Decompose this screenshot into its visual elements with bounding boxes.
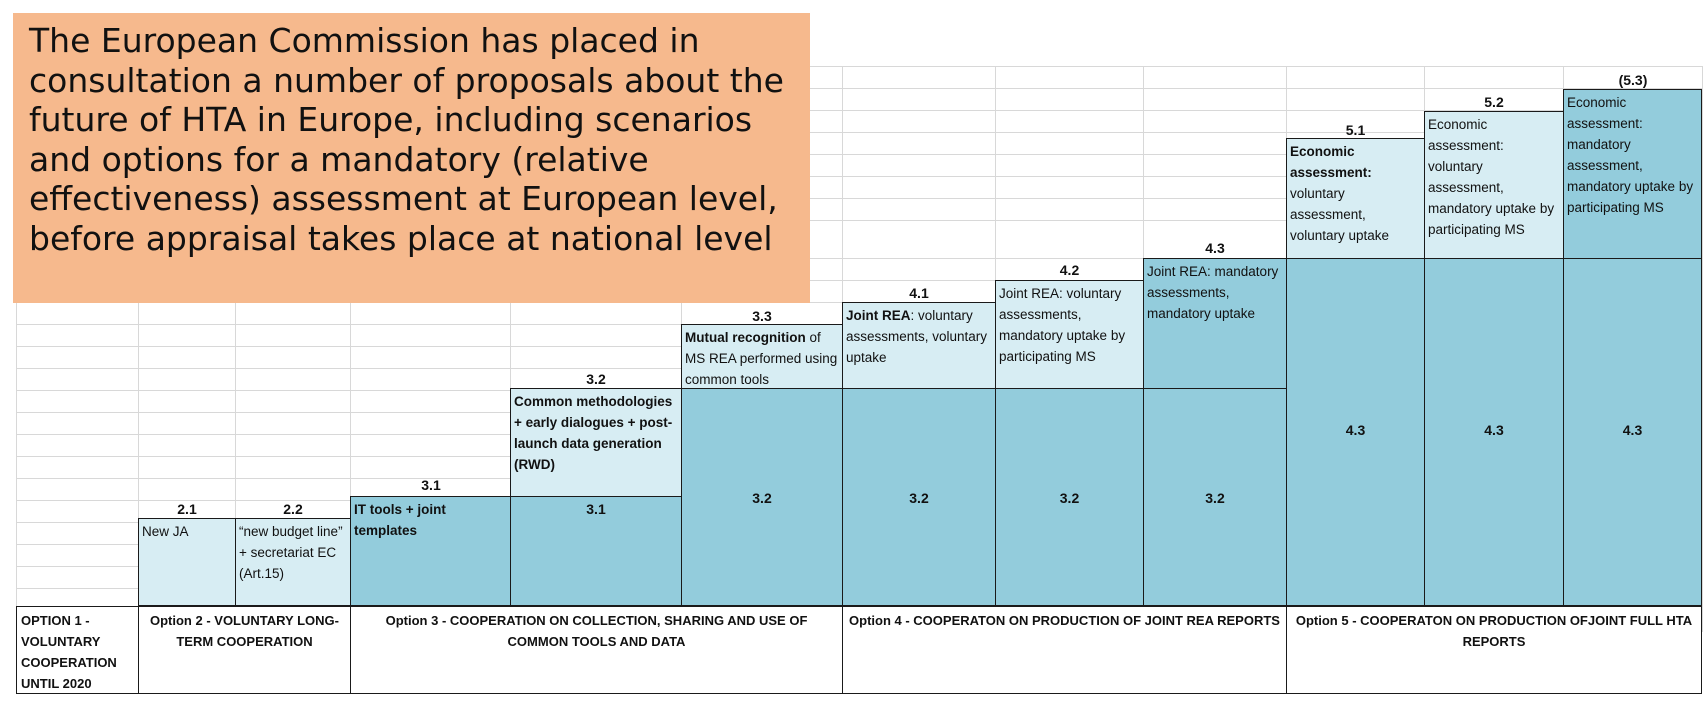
grid-line bbox=[16, 66, 17, 632]
block-4-1-joint-rea-voluntary: Joint REA: voluntary assessments, volunt… bbox=[842, 302, 996, 390]
block-5-2-base: 4.3 bbox=[1424, 258, 1564, 606]
grid-line bbox=[16, 88, 1702, 89]
block-5-1-bold: Economic assessment: bbox=[1290, 144, 1372, 180]
block-4-1-bold: Joint REA bbox=[846, 308, 911, 323]
grid-line bbox=[16, 132, 1702, 133]
grid-line bbox=[235, 66, 236, 632]
step-number-4-1: 4.1 bbox=[909, 285, 929, 301]
block-4-1-base: 3.2 bbox=[842, 388, 996, 606]
block-4-2-ref: 3.2 bbox=[1059, 490, 1080, 506]
grid-line bbox=[16, 280, 1702, 281]
block-3-2-ref: 3.1 bbox=[586, 501, 606, 517]
block-5-1-economic-voluntary: Economic assessment: voluntary assessmen… bbox=[1286, 138, 1425, 260]
grid-line bbox=[16, 176, 1702, 177]
block-4-3-text: Joint REA: mandatory assessments, mandat… bbox=[1147, 264, 1279, 321]
option-4-cell: Option 4 - COOPERATON ON PRODUCTION OF J… bbox=[842, 606, 1287, 694]
block-5-3-base: 4.3 bbox=[1563, 258, 1702, 606]
block-4-2-text: Joint REA: voluntary assessments, mandat… bbox=[999, 286, 1126, 364]
grid-line bbox=[138, 66, 139, 632]
option-5-cell: Option 5 - COOPERATON ON PRODUCTION OFJO… bbox=[1286, 606, 1702, 694]
block-3-2-base: 3.1 bbox=[510, 496, 682, 606]
block-4-2-base: 3.2 bbox=[995, 388, 1144, 606]
grid-line bbox=[16, 154, 1702, 155]
block-3-2-common-methodologies: Common methodologies + early dialogues +… bbox=[510, 388, 682, 498]
step-number-2-1: 2.1 bbox=[177, 501, 197, 517]
step-number-3-3: 3.3 bbox=[752, 308, 772, 324]
block-4-1-ref: 3.2 bbox=[909, 490, 929, 506]
block-3-1-it-tools: IT tools + joint templates bbox=[350, 496, 511, 606]
step-number-4-3: 4.3 bbox=[1205, 240, 1225, 256]
step-number-5-3: (5.3) bbox=[1618, 72, 1648, 88]
block-5-3-ref: 4.3 bbox=[1622, 422, 1643, 438]
block-3-1-bold: IT tools + joint templates bbox=[354, 502, 446, 538]
block-2-1-new-ja: New JA bbox=[138, 518, 236, 606]
step-number-3-2: 3.2 bbox=[586, 371, 606, 387]
block-3-3-base: 3.2 bbox=[681, 388, 843, 606]
grid-line bbox=[16, 198, 1702, 199]
block-5-2-ref: 4.3 bbox=[1484, 422, 1504, 438]
block-5-3-text: Economic assessment: mandatory assessmen… bbox=[1567, 95, 1694, 215]
block-4-1-text: : voluntary assessments, voluntary uptak… bbox=[846, 308, 988, 365]
option-1-cell: OPTION 1 - VOLUNTARY COOPERATION UNTIL 2… bbox=[16, 606, 139, 694]
block-3-3-ref: 3.2 bbox=[752, 490, 772, 506]
step-number-5-2: 5.2 bbox=[1484, 94, 1504, 110]
block-3-2-bold: Common methodologies + early dialogues +… bbox=[514, 394, 673, 472]
option-2-cell: Option 2 - VOLUNTARY LONG-TERM COOPERATI… bbox=[138, 606, 351, 694]
block-5-1-base: 4.3 bbox=[1286, 258, 1425, 606]
step-number-4-2: 4.2 bbox=[1059, 262, 1080, 278]
grid-line bbox=[510, 66, 511, 632]
block-3-3-bold: Mutual recognition bbox=[685, 330, 806, 345]
grid-line bbox=[16, 66, 1702, 67]
block-5-3-economic-mandatory: Economic assessment: mandatory assessmen… bbox=[1563, 89, 1702, 260]
step-number-2-2: 2.2 bbox=[283, 501, 303, 517]
block-4-3-base: 3.2 bbox=[1143, 388, 1287, 606]
block-2-2-new-budget-line: “new budget line” + secretariat EC (Art.… bbox=[235, 518, 351, 606]
block-5-1-text: voluntary assessment, voluntary uptake bbox=[1290, 186, 1390, 243]
block-4-3-joint-rea-mandatory: Joint REA: mandatory assessments, mandat… bbox=[1143, 258, 1287, 390]
grid-line bbox=[16, 110, 1702, 111]
block-4-2-joint-rea-mandatory-uptake: Joint REA: voluntary assessments, mandat… bbox=[995, 280, 1144, 390]
intro-banner: The European Commission has placed in co… bbox=[13, 13, 810, 303]
block-5-2-text: Economic assessment: voluntary assessmen… bbox=[1428, 117, 1555, 237]
block-2-1-text: New JA bbox=[142, 524, 189, 539]
grid-line bbox=[1702, 66, 1703, 632]
block-5-2-economic-mandatory-uptake: Economic assessment: voluntary assessmen… bbox=[1424, 111, 1564, 260]
grid-line bbox=[16, 258, 1702, 259]
block-4-3-ref: 3.2 bbox=[1205, 490, 1225, 506]
block-3-3-mutual-recognition: Mutual recognition of MS REA performed u… bbox=[681, 324, 843, 390]
grid-line bbox=[16, 220, 1702, 221]
step-number-3-1: 3.1 bbox=[421, 477, 441, 493]
option-3-cell: Option 3 - COOPERATION ON COLLECTION, SH… bbox=[350, 606, 843, 694]
block-5-1-ref: 4.3 bbox=[1345, 422, 1366, 438]
block-2-2-text: “new budget line” + secretariat EC (Art.… bbox=[239, 524, 343, 581]
block-3-3-text: of MS REA performed using common tools bbox=[685, 330, 838, 387]
step-number-5-1: 5.1 bbox=[1345, 122, 1366, 138]
grid-line bbox=[350, 66, 351, 632]
